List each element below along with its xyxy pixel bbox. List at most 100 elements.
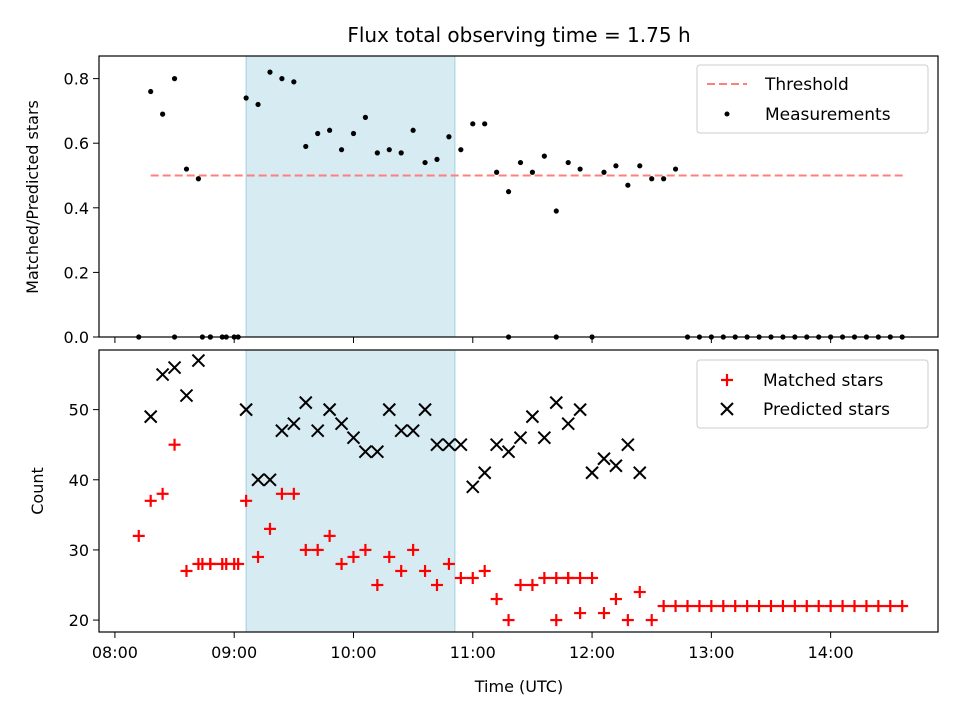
predicted-stars-point [477,466,492,480]
measurement-point [160,111,166,117]
matched-stars-point [454,571,467,584]
predicted-stars-point [501,445,516,459]
measurement-point [398,150,404,156]
matched-stars-point [621,614,634,627]
predicted-stars-point [633,466,647,480]
y-tick-label: 0.6 [64,134,89,153]
predicted-stars-point [621,437,635,452]
predicted-stars-point [549,395,563,410]
matched-stars-point [395,564,408,577]
matched-stars-point [220,557,233,570]
measurement-point [171,76,178,82]
measurement-point [446,134,452,140]
matched-stars-point [168,438,181,451]
measurement-point [613,163,619,169]
top-y-ticks: 0.0 0.2 0.4 0.6 0.8 [64,70,99,347]
measurement-point [637,163,643,169]
legend-matched-swatch [721,374,733,386]
matched-stars-point [764,600,777,613]
measurement-point [279,76,285,82]
predicted-stars-point [358,445,373,459]
measurement-point [553,208,559,214]
measurement-point [374,150,380,156]
legend-matched-label: Matched stars [763,371,883,391]
measurement-point [338,147,345,153]
top-data-layer [136,69,905,340]
y-tick-label: 0.0 [64,328,89,347]
matched-stars-point [574,571,587,584]
predicted-stars-point [454,437,468,452]
y-tick-label: 40 [69,471,89,490]
matched-stars-point [490,593,503,606]
matched-stars-point [848,600,861,613]
predicted-stars-point [275,423,289,438]
matched-stars-point [800,600,813,613]
predicted-stars-point [155,367,170,382]
predicted-stars-point [287,416,301,431]
predicted-stars-point [310,423,325,438]
matched-stars-point [323,529,336,542]
top-legend: Threshold Measurements [696,64,929,134]
measurement-point [470,121,476,127]
matched-stars-point [430,579,443,591]
matched-stars-point [478,564,491,577]
matched-stars-point [144,494,157,507]
measurement-point [672,166,679,172]
legend-measurements-label: Measurements [765,105,891,125]
predicted-stars-point [430,437,444,452]
matched-stars-point [824,600,837,613]
predicted-stars-point [489,437,504,452]
matched-stars-point [383,550,396,563]
matched-stars-point [466,571,479,584]
measurement-point [661,176,667,182]
matched-stars-point [717,600,730,613]
measurement-point [649,176,655,182]
measurement-point [255,101,261,108]
predicted-stars-point [179,388,194,403]
measurement-point [267,69,273,75]
x-tick-label: 11:00 [450,643,496,662]
bottom-axes-frame [98,349,939,633]
top-legend-box [696,64,929,134]
y-tick-label: 20 [69,611,89,630]
matched-stars-point [705,600,718,613]
matched-stars-point [240,494,253,507]
matched-stars-point [311,543,324,556]
matched-stars-point [562,571,575,584]
x-tick-label: 09:00 [211,643,257,662]
legend-predicted-label: Predicted stars [763,400,890,420]
predicted-stars-point [513,430,528,445]
matched-stars-point [275,487,288,500]
predicted-stars-point [466,480,480,494]
matched-stars-point [550,571,563,584]
predicted-stars-point [251,473,265,487]
matched-stars-point [872,600,885,613]
matched-stars-point [287,487,300,500]
chart-title: Flux total observing time = 1.75 h [347,23,690,47]
bottom-legend-box [696,359,929,429]
predicted-stars-point [263,473,277,487]
matched-stars-point [442,557,455,570]
predicted-stars-point [597,452,611,466]
predicted-stars-point [585,466,599,480]
predicted-stars-point [525,409,540,424]
measurement-point [577,166,583,172]
top-axes-frame [98,55,939,338]
matched-stars-point [609,593,622,606]
measurement-point [422,159,428,166]
matched-stars-point [232,557,245,570]
bottom-data-layer [132,353,909,627]
measurement-point [148,88,154,95]
x-tick-label: 13:00 [688,643,734,662]
measurement-point [529,169,536,175]
predicted-stars-point [382,402,396,417]
predicted-stars-point [167,360,182,375]
matched-stars-point [645,614,658,627]
matched-stars-point [860,600,873,613]
measurement-point [458,147,464,153]
matched-stars-point [586,571,599,584]
top-shaded-region [245,55,456,338]
matched-stars-point [156,487,169,500]
matched-stars-point [299,543,312,556]
predicted-stars-point [537,430,552,445]
